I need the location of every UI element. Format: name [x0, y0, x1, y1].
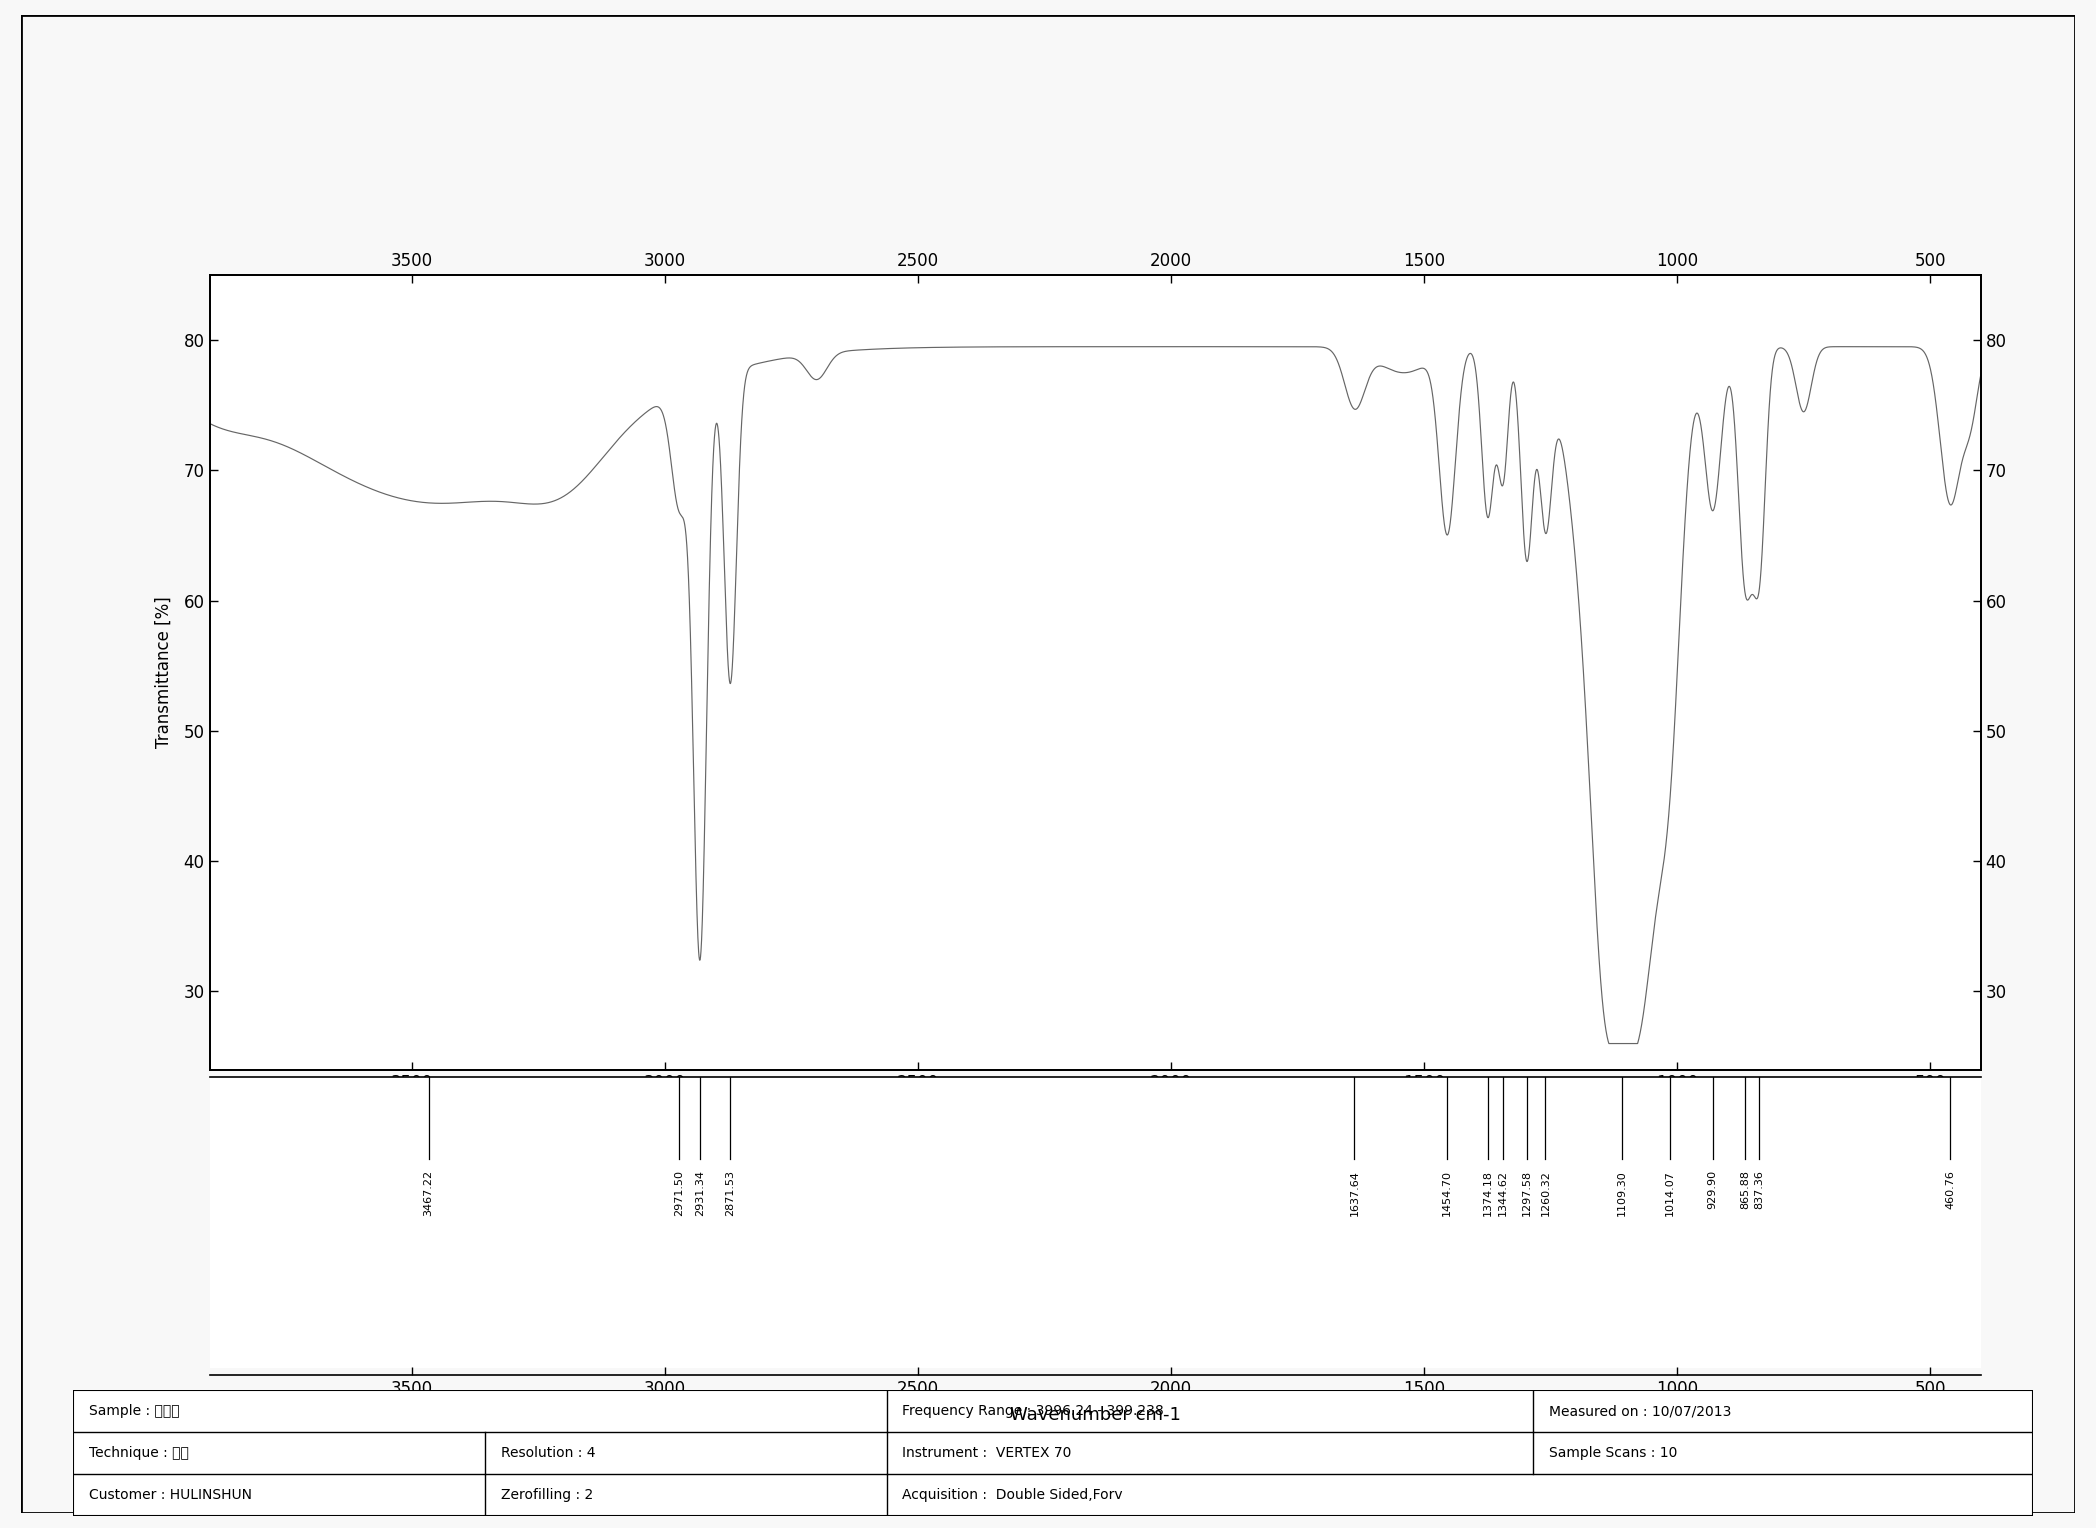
Text: 1374.18: 1374.18	[1482, 1170, 1492, 1216]
Text: Technique : 液体: Technique : 液体	[88, 1445, 189, 1461]
Text: 2871.53: 2871.53	[725, 1170, 736, 1216]
Text: 1014.07: 1014.07	[1664, 1170, 1675, 1216]
Text: 2931.34: 2931.34	[694, 1170, 704, 1216]
Text: 1109.30: 1109.30	[1616, 1170, 1626, 1216]
Y-axis label: Transmittance [%]: Transmittance [%]	[155, 596, 172, 749]
Text: Sample : 分散液: Sample : 分散液	[88, 1404, 180, 1418]
Text: 929.90: 929.90	[1708, 1170, 1717, 1209]
Text: Measured on : 10/07/2013: Measured on : 10/07/2013	[1549, 1404, 1731, 1418]
Text: 1297.58: 1297.58	[1522, 1170, 1532, 1216]
Text: 865.88: 865.88	[1740, 1170, 1750, 1209]
Text: Sample Scans : 10: Sample Scans : 10	[1549, 1445, 1677, 1461]
Text: Instrument :  VERTEX 70: Instrument : VERTEX 70	[903, 1445, 1071, 1461]
Text: Zerofilling : 2: Zerofilling : 2	[501, 1488, 593, 1502]
Text: Customer : HULINSHUN: Customer : HULINSHUN	[88, 1488, 252, 1502]
Text: Wavenumber cm-1: Wavenumber cm-1	[1010, 1406, 1180, 1424]
Text: 2971.50: 2971.50	[675, 1170, 685, 1216]
Text: 1637.64: 1637.64	[1350, 1170, 1360, 1216]
Text: 1344.62: 1344.62	[1499, 1170, 1507, 1216]
Text: 460.76: 460.76	[1945, 1170, 1956, 1209]
Text: Resolution : 4: Resolution : 4	[501, 1445, 595, 1461]
Text: Acquisition :  Double Sided,Forv: Acquisition : Double Sided,Forv	[903, 1488, 1123, 1502]
Text: 1260.32: 1260.32	[1541, 1170, 1551, 1216]
Text: 837.36: 837.36	[1754, 1170, 1765, 1209]
Text: Frequency Range : 3996.24 - 399.238: Frequency Range : 3996.24 - 399.238	[903, 1404, 1163, 1418]
Text: 1454.70: 1454.70	[1442, 1170, 1453, 1216]
Text: 3467.22: 3467.22	[423, 1170, 434, 1216]
